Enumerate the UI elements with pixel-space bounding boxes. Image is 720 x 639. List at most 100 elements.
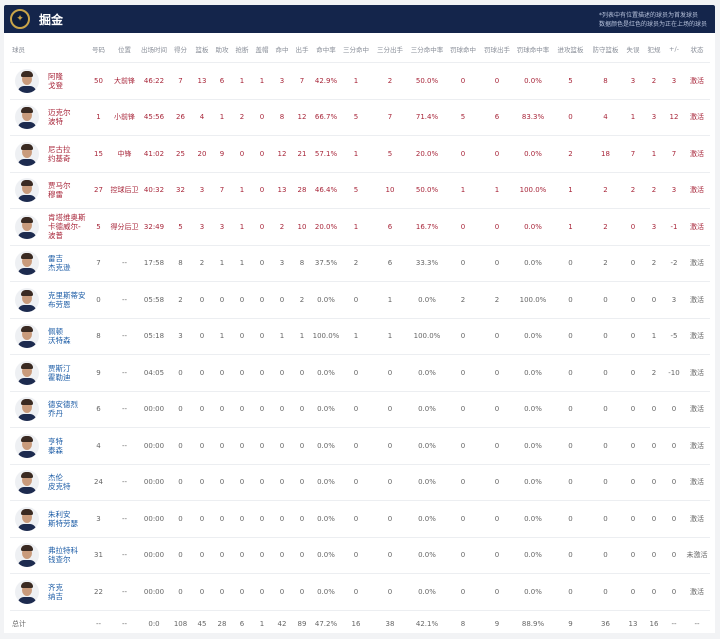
cell-steals: 1 xyxy=(232,208,252,246)
column-header-fouls: 犯规 xyxy=(644,35,664,63)
avatar-face xyxy=(22,583,32,596)
cell-points: 0 xyxy=(169,391,192,428)
total-steals: 6 xyxy=(239,620,245,628)
player-name-link[interactable]: 迈克尔 波特 xyxy=(48,108,71,127)
cell-number: 15 xyxy=(87,135,110,173)
player-info: 朱利安 斯特劳瑟 xyxy=(10,506,87,531)
player-name-link[interactable]: 克里斯蒂安布劳恩 xyxy=(48,290,86,309)
cell-position: 得分后卫 xyxy=(110,208,139,246)
total-off-rebounds: 9 xyxy=(568,620,573,628)
player-avatar[interactable] xyxy=(15,287,39,312)
cell-fg-attempts: 7 xyxy=(292,62,312,100)
cell-points: 8 xyxy=(169,245,192,282)
cell-turnovers: 2 xyxy=(622,172,644,209)
player-avatar[interactable] xyxy=(15,397,39,422)
cell-number: 3 xyxy=(87,500,110,538)
cell-3p-attempts: 7 xyxy=(372,99,408,136)
player-avatar[interactable] xyxy=(15,251,39,276)
team-name: 掘金 xyxy=(39,12,64,27)
cell-steals: 0 xyxy=(232,281,252,319)
cell-status: 激活 xyxy=(684,172,710,209)
avatar-shirt xyxy=(18,122,36,130)
cell-minutes: 00:00 xyxy=(139,500,169,538)
cell-3p-attempts: 0 xyxy=(372,391,408,428)
cell-fg-made: 3 xyxy=(272,245,292,282)
cell-ft-made: 0 xyxy=(446,135,480,173)
cell-fg-attempts: 0 xyxy=(292,537,312,574)
total-points: 108 xyxy=(173,620,188,628)
player-name-link[interactable]: 德安德烈 乔丹 xyxy=(48,400,78,419)
player-info: 肯塔维奥斯卡德威尔-波普 xyxy=(10,213,87,240)
cell-steals: 1 xyxy=(232,62,252,100)
cell-3p-attempts: 0 xyxy=(372,464,408,501)
avatar-hair xyxy=(21,107,33,114)
player-name-link[interactable]: 弗拉特科 钱查尔 xyxy=(48,546,78,565)
cell-position: -- xyxy=(110,464,139,501)
cell-def-rebounds: 0 xyxy=(589,500,622,538)
player-name-link[interactable]: 雷吉 杰克逊 xyxy=(48,254,71,273)
cell-fg-pct: 0.0% xyxy=(312,281,340,319)
player-avatar[interactable] xyxy=(15,543,39,568)
cell-3p-pct: 0.0% xyxy=(408,464,446,501)
cell-ft-made: 0 xyxy=(446,500,480,538)
cell-ft-made: 0 xyxy=(446,245,480,282)
player-name-link[interactable]: 齐克 纳吉 xyxy=(48,582,63,601)
player-avatar[interactable] xyxy=(15,68,39,93)
player-name-link[interactable]: 贾斯汀 霍勒迪 xyxy=(48,363,71,382)
cell-fouls: 0 xyxy=(644,391,664,428)
cell-fg-made: 12 xyxy=(272,135,292,173)
cell-fouls: 0 xyxy=(644,427,664,465)
player-avatar[interactable] xyxy=(15,214,39,239)
column-header-rebounds: 篮板 xyxy=(192,35,212,63)
player-name-link[interactable]: 阿隆 戈登 xyxy=(48,71,63,90)
player-name-link[interactable]: 尼古拉 约基奇 xyxy=(48,144,71,163)
player-info: 杰伦 皮克特 xyxy=(10,470,87,495)
avatar-shirt xyxy=(18,341,36,349)
cell-3p-pct: 71.4% xyxy=(408,99,446,136)
cell-status: 激活 xyxy=(684,99,710,136)
player-avatar[interactable] xyxy=(15,579,39,604)
cell-minutes: 41:02 xyxy=(139,135,169,173)
player-info: 阿隆 戈登 xyxy=(10,68,87,93)
cell-fg-made: 0 xyxy=(272,573,292,611)
column-header-3p-made: 三分命中 xyxy=(340,35,372,63)
column-header-player: 球员 xyxy=(10,35,87,63)
cell-3p-made: 0 xyxy=(340,500,372,538)
cell-def-rebounds: 2 xyxy=(589,172,622,209)
player-avatar[interactable] xyxy=(15,105,39,130)
cell-rebounds: 0 xyxy=(192,537,212,574)
cell-points: 0 xyxy=(169,573,192,611)
totals-label: 总计 xyxy=(12,620,26,628)
player-avatar[interactable] xyxy=(15,178,39,203)
cell-minutes: 05:18 xyxy=(139,318,169,355)
cell-3p-made: 0 xyxy=(340,464,372,501)
player-name-link[interactable]: 贾马尔 穆雷 xyxy=(48,181,71,200)
player-name-link[interactable]: 朱利安 斯特劳瑟 xyxy=(48,509,78,528)
player-name-link[interactable]: 佩顿 沃特森 xyxy=(48,327,71,346)
cell-turnovers: 0 xyxy=(622,573,644,611)
player-avatar[interactable] xyxy=(15,141,39,166)
player-name-link[interactable]: 杰伦 皮克特 xyxy=(48,473,71,492)
cell-ft-made: 0 xyxy=(446,427,480,465)
cell-number: 9 xyxy=(87,354,110,392)
cell-off-rebounds: 0 xyxy=(552,245,589,282)
player-cell: 迈克尔 波特 xyxy=(10,99,87,136)
player-avatar[interactable] xyxy=(15,360,39,385)
player-name-link[interactable]: 亨特 泰森 xyxy=(48,436,63,455)
player-avatar[interactable] xyxy=(15,324,39,349)
cell-plus-minus: 7 xyxy=(664,135,684,173)
avatar-hair xyxy=(21,362,33,369)
table-row: 迈克尔 波特 1 小前锋 45:56 26 4 1 2 0 8 12 66.7% 5 7 71.4% 5 6 83… xyxy=(10,99,710,136)
cell-fg-attempts: 8 xyxy=(292,245,312,282)
cell-ft-made: 0 xyxy=(446,318,480,355)
player-avatar[interactable] xyxy=(15,433,39,458)
avatar-face xyxy=(22,218,32,231)
cell-fg-pct: 42.9% xyxy=(312,62,340,100)
cell-fouls: 0 xyxy=(644,573,664,611)
cell-blocks: 0 xyxy=(252,537,272,574)
player-avatar[interactable] xyxy=(15,470,39,495)
cell-ft-attempts: 0 xyxy=(480,318,514,355)
player-name-link[interactable]: 肯塔维奥斯卡德威尔-波普 xyxy=(48,213,86,241)
cell-plus-minus: -5 xyxy=(664,318,684,355)
player-avatar[interactable] xyxy=(15,506,39,531)
